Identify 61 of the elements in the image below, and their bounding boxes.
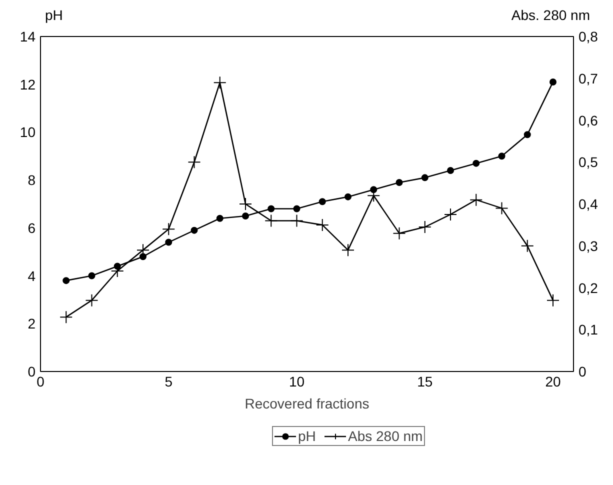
x-tick-label: 15 [417,374,433,390]
point [396,178,403,186]
y2-tick-label: 0,7 [578,70,598,86]
point [268,205,275,212]
point [444,208,457,221]
point [344,193,352,200]
point [213,76,226,90]
point [190,226,198,234]
point [495,202,508,215]
point [188,156,201,169]
point [342,244,354,257]
y2-tick-label: 0,4 [578,196,598,212]
y-tick-label: 10 [20,124,36,140]
legend-label: pH [298,428,317,444]
y2-tick-label: 0 [578,364,586,380]
point [264,214,278,228]
y2-tick-label: 0,2 [578,280,598,296]
y-tick-label: 0 [28,364,36,380]
legend-label: Abs 280 nm [348,428,423,444]
point [60,310,73,324]
y2-tick-label: 0,3 [578,238,598,254]
point [421,174,428,182]
point [392,226,406,240]
point [524,131,531,138]
point [239,198,252,210]
x-axis-title: Recovered fractions [244,396,370,412]
y-tick-label: 8 [28,172,36,188]
point [216,214,224,222]
y-tick-label: 2 [28,316,36,332]
point [470,193,483,206]
x-tick-label: 10 [288,374,305,390]
point [472,160,480,167]
point [162,222,176,236]
point [242,212,249,220]
point [550,78,556,86]
point [316,218,329,232]
point [520,239,534,252]
y-tick-label: 12 [20,76,36,92]
point [85,294,98,307]
y2-tick-label: 0,8 [578,28,598,44]
point [418,220,432,234]
point [293,205,300,212]
point [546,294,560,307]
point [165,238,172,246]
y2-tick-label: 0,1 [578,322,598,338]
y-tick-label: 14 [20,28,36,44]
y2-tick-label: 0,6 [578,112,598,128]
y-axis-title: pH [45,6,63,25]
point [62,277,70,284]
point [498,152,506,160]
y2-tick-label: 0,5 [578,154,598,170]
point [318,198,326,206]
x-tick-label: 20 [545,374,561,390]
x-tick-label: 5 [164,374,173,390]
point [88,272,96,280]
point [447,167,454,174]
y2-axis-title: Abs. 280 nm [511,6,590,25]
point [290,214,304,228]
y-tick-label: 4 [28,268,36,284]
y-tick-label: 6 [28,220,36,236]
point [140,253,146,260]
